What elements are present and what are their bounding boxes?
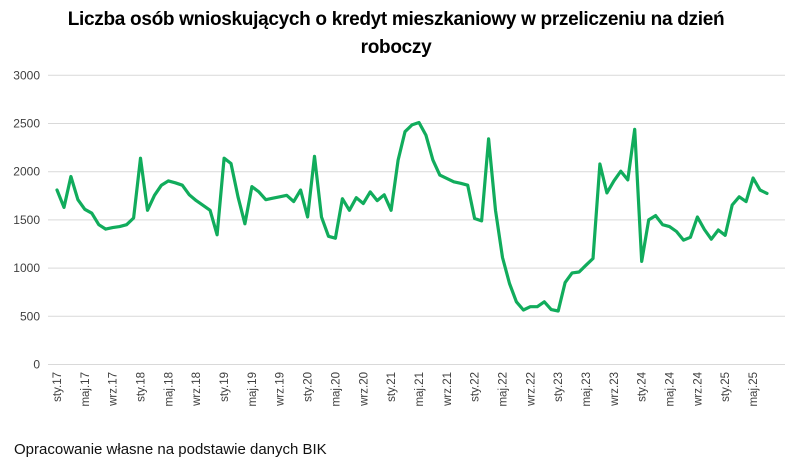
y-axis-tick-label: 0 [33, 358, 40, 372]
y-axis-tick-label: 2500 [13, 117, 40, 131]
x-axis-tick-label: wrz.22 [525, 372, 537, 407]
x-axis-tick-label: sty.17 [52, 372, 64, 402]
x-axis-tick-label: wrz.17 [108, 372, 120, 407]
x-axis-tick-label: wrz.19 [275, 372, 287, 407]
y-axis-tick-label: 500 [20, 309, 40, 323]
x-axis-tick-label: sty.22 [470, 372, 482, 402]
y-axis-tick-label: 3000 [13, 68, 40, 82]
source-note: Opracowanie własne na podstawie danych B… [14, 441, 327, 458]
x-axis-tick-label: maj.23 [581, 372, 593, 407]
x-axis-tick-label: maj.17 [80, 372, 92, 407]
x-axis-tick-label: maj.24 [665, 371, 677, 406]
y-axis-tick-label: 1000 [13, 261, 40, 275]
chart-title: Liczba osób wnioskujących o kredyt miesz… [0, 6, 792, 62]
x-axis-tick-label: wrz.24 [692, 371, 704, 406]
x-axis-tick-label: sty.24 [637, 371, 649, 401]
x-axis-tick-label: maj.20 [330, 372, 342, 407]
chart-title-line2: roboczy [360, 37, 432, 58]
x-axis-tick-label: sty.18 [136, 372, 148, 402]
y-axis-tick-label: 1500 [13, 213, 40, 227]
x-axis-tick-label: wrz.23 [609, 372, 621, 407]
x-axis-tick-label: sty.25 [720, 372, 732, 402]
x-axis-tick-label: maj.25 [748, 372, 760, 407]
chart-title-line1: Liczba osób wnioskujących o kredyt miesz… [67, 9, 725, 30]
data-series-line [55, 120, 769, 313]
x-axis-tick-label: sty.20 [303, 372, 315, 402]
x-axis-tick-label: maj.18 [163, 372, 175, 407]
x-axis-tick-label: maj.22 [497, 372, 509, 407]
x-axis-tick-label: wrz.21 [442, 372, 454, 407]
x-axis-tick-label: sty.19 [219, 372, 231, 402]
x-axis-tick-label: maj.21 [414, 372, 426, 407]
x-axis-tick-label: wrz.18 [191, 372, 203, 407]
y-axis-tick-label: 2000 [13, 165, 40, 179]
x-axis-tick-label: sty.21 [386, 372, 398, 402]
x-axis-tick-label: wrz.20 [358, 372, 370, 407]
x-axis-tick-label: maj.19 [247, 372, 259, 407]
x-axis-tick-label: sty.23 [553, 372, 565, 402]
